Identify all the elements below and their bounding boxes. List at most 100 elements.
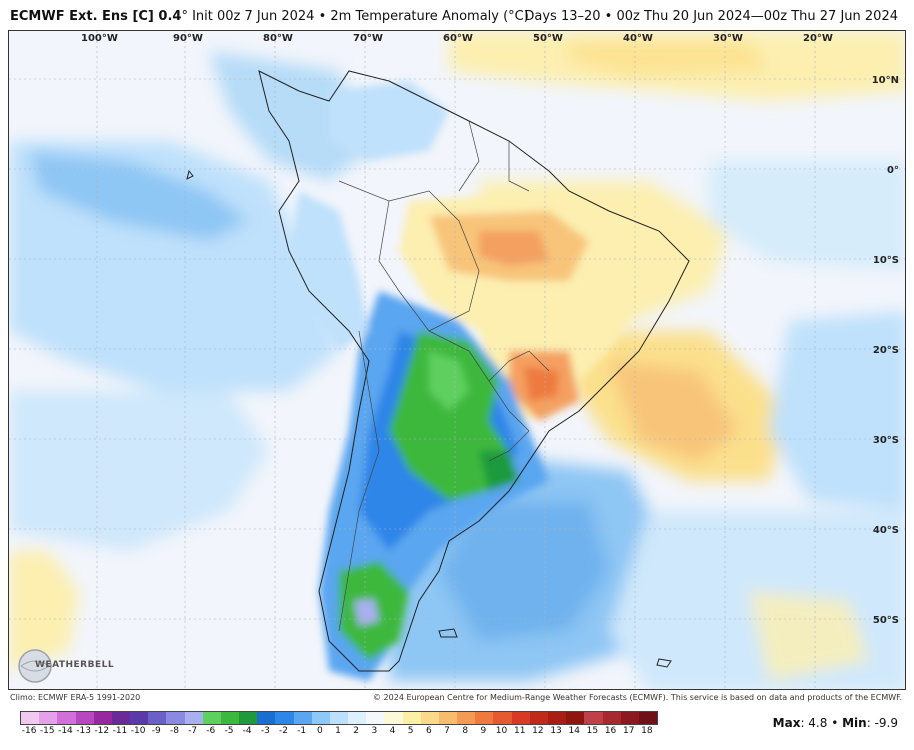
model-name: ECMWF Ext. Ens [C] 0.4 bbox=[10, 9, 182, 24]
lat-label: 50°S bbox=[872, 615, 899, 626]
color-scale-tick: -13 bbox=[76, 726, 91, 736]
color-scale-tick: 6 bbox=[425, 726, 432, 736]
color-scale-tick: 8 bbox=[462, 726, 469, 736]
color-swatch bbox=[111, 712, 131, 724]
lon-label: 70°W bbox=[353, 33, 383, 44]
color-swatch bbox=[184, 712, 203, 724]
color-scale-tick: -14 bbox=[58, 726, 73, 736]
lon-label: 20°W bbox=[803, 33, 833, 44]
color-scale-tick: -4 bbox=[242, 726, 252, 736]
color-scale-tick: 4 bbox=[389, 726, 396, 736]
color-scale-tick: -16 bbox=[21, 726, 37, 736]
color-scale-tick: 18 bbox=[641, 726, 653, 736]
color-swatch bbox=[584, 712, 603, 724]
color-swatch bbox=[638, 712, 658, 724]
color-swatch bbox=[566, 712, 585, 724]
map-title: ECMWF Ext. Ens [C] 0.4° Init 00z 7 Jun 2… bbox=[10, 9, 529, 24]
color-scale-tick: -9 bbox=[151, 726, 161, 736]
lon-label: 30°W bbox=[713, 33, 743, 44]
lat-label: 0° bbox=[887, 165, 899, 176]
color-scale bbox=[20, 711, 658, 725]
separator: • bbox=[318, 9, 327, 24]
color-swatch bbox=[257, 712, 276, 724]
color-scale-tick: 0 bbox=[316, 726, 323, 736]
color-scale-tick: 13 bbox=[550, 726, 562, 736]
color-scale-tick: 1 bbox=[335, 726, 341, 736]
color-swatch bbox=[293, 712, 312, 724]
lat-label: 10°N bbox=[871, 75, 899, 86]
lat-label: 20°S bbox=[872, 345, 899, 356]
lon-label: 50°W bbox=[533, 33, 563, 44]
logo-text: WEATHERBELL bbox=[35, 660, 115, 670]
color-swatch bbox=[366, 712, 385, 724]
color-scale-tick: -15 bbox=[39, 726, 55, 736]
color-scale-tick: -10 bbox=[130, 726, 146, 736]
lon-label: 100°W bbox=[81, 33, 118, 44]
lat-label: 30°S bbox=[872, 435, 899, 446]
color-swatch bbox=[148, 712, 167, 724]
color-scale-tick: 12 bbox=[532, 726, 544, 736]
init-time: Init 00z 7 Jun 2024 bbox=[192, 9, 315, 24]
color-scale-tick: 17 bbox=[623, 726, 635, 736]
color-swatch bbox=[348, 712, 367, 724]
color-scale-tick: 10 bbox=[495, 726, 508, 736]
lon-label: 90°W bbox=[173, 33, 203, 44]
max-min-readout: Max: 4.8 • Min: -9.9 bbox=[772, 716, 898, 730]
color-scale-tick: -3 bbox=[260, 726, 270, 736]
color-swatch bbox=[75, 712, 94, 724]
color-scale-tick: -5 bbox=[224, 726, 234, 736]
min-label: Min bbox=[842, 716, 867, 730]
color-swatch bbox=[130, 712, 149, 724]
climo-note: Climo: ECMWF ERA-5 1991-2020 bbox=[10, 693, 141, 702]
lon-label: 60°W bbox=[443, 33, 473, 44]
color-scale-tick: 5 bbox=[407, 726, 414, 736]
max-label: Max bbox=[772, 716, 801, 730]
valid-period: Days 13–20 • 00z Thu 20 Jun 2024—00z Thu… bbox=[524, 9, 898, 24]
color-swatch bbox=[329, 712, 349, 724]
color-swatch bbox=[93, 712, 112, 724]
color-swatch bbox=[402, 712, 421, 724]
color-swatch bbox=[166, 712, 185, 724]
lat-label: 10°S bbox=[872, 255, 899, 266]
color-scale-tick: 7 bbox=[444, 726, 450, 736]
color-swatch bbox=[220, 712, 240, 724]
color-swatch bbox=[57, 712, 76, 724]
color-swatch bbox=[547, 712, 567, 724]
color-swatch bbox=[275, 712, 294, 724]
color-scale-tick: 14 bbox=[568, 726, 580, 736]
color-swatch bbox=[202, 712, 221, 724]
color-swatch bbox=[511, 712, 530, 724]
weatherbell-logo: WEATHERBELL bbox=[15, 646, 114, 686]
color-swatch bbox=[21, 712, 40, 724]
min-value: -9.9 bbox=[874, 716, 898, 730]
color-scale-tick: -11 bbox=[112, 726, 128, 736]
color-scale-tick: -6 bbox=[206, 726, 216, 736]
color-swatch bbox=[493, 712, 512, 724]
color-scale-tick: 16 bbox=[604, 726, 617, 736]
copyright-note: © 2024 European Centre for Medium-Range … bbox=[373, 693, 902, 702]
color-swatch bbox=[420, 712, 439, 724]
color-swatch bbox=[602, 712, 621, 724]
lon-label: 40°W bbox=[623, 33, 653, 44]
max-value: 4.8 bbox=[808, 716, 828, 730]
color-swatch bbox=[529, 712, 548, 724]
color-scale-tick: 3 bbox=[371, 726, 378, 736]
color-scale-ticks: -16 -15 -14 -13 -12 -11 -10 -9 -8 -7 -6 -5 -4 -3 -2 -1 0… bbox=[20, 726, 656, 740]
color-swatch bbox=[438, 712, 458, 724]
lat-label: 40°S bbox=[872, 525, 899, 536]
color-scale-tick: -2 bbox=[278, 726, 288, 736]
map-canvas bbox=[9, 31, 905, 689]
lon-label: 80°W bbox=[263, 33, 293, 44]
logo-globe-icon bbox=[18, 649, 52, 683]
chart-header: ECMWF Ext. Ens [C] 0.4° Init 00z 7 Jun 2… bbox=[0, 0, 914, 30]
color-scale-tick: -1 bbox=[297, 726, 307, 736]
color-swatch bbox=[620, 712, 639, 724]
color-scale-tick: 9 bbox=[480, 726, 487, 736]
color-swatch bbox=[239, 712, 258, 724]
color-swatch bbox=[39, 712, 58, 724]
anomaly-map[interactable]: 100°W 90°W 80°W 70°W 60°W 50°W 40°W 30°W… bbox=[8, 30, 906, 690]
color-scale-tick: -12 bbox=[94, 726, 110, 736]
color-swatch bbox=[457, 712, 476, 724]
color-swatch bbox=[475, 712, 494, 724]
color-scale-tick: -7 bbox=[188, 726, 198, 736]
